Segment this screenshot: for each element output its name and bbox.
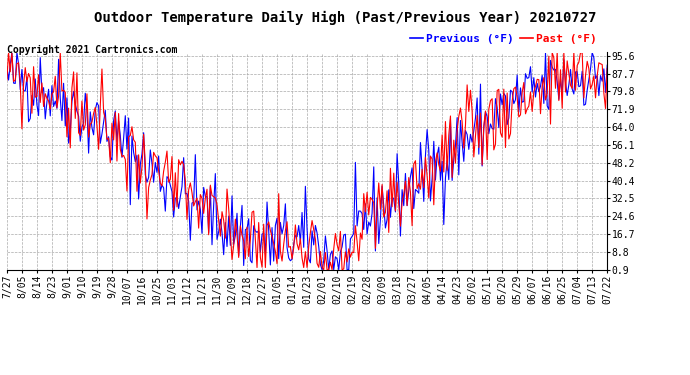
- Text: Copyright 2021 Cartronics.com: Copyright 2021 Cartronics.com: [7, 45, 177, 55]
- Text: Outdoor Temperature Daily High (Past/Previous Year) 20210727: Outdoor Temperature Daily High (Past/Pre…: [94, 11, 596, 26]
- Legend: Previous (°F), Past (°F): Previous (°F), Past (°F): [405, 30, 602, 49]
